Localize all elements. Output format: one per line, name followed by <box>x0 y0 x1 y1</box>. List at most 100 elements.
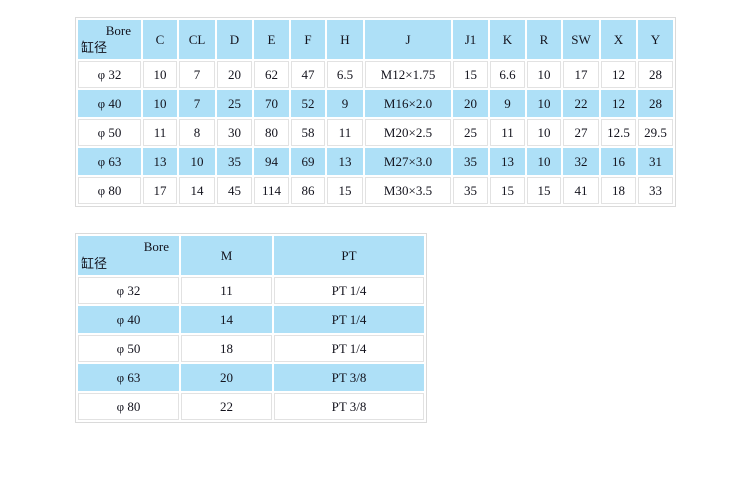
table-row: φ 50 18 PT 1/4 <box>78 335 424 362</box>
table-cell: 32 <box>563 148 599 175</box>
table-cell: 41 <box>563 177 599 204</box>
bore-size-cell: φ 50 <box>78 119 141 146</box>
table-cell: 18 <box>181 335 272 362</box>
table-cell: 13 <box>327 148 363 175</box>
table-cell: 29.5 <box>638 119 673 146</box>
bore-port-table: Bore 缸径 M PT φ 32 11 PT 1/4 φ 40 14 PT 1/4 φ 50 18… <box>75 233 427 423</box>
table-cell: PT 1/4 <box>274 335 424 362</box>
table-row: φ 50 11 8 30 80 58 11 M20×2.5 25 11 10 27 12.5 29.5 <box>78 119 673 146</box>
table-cell: 13 <box>143 148 177 175</box>
column-header: J1 <box>453 20 488 59</box>
table-cell: 20 <box>453 90 488 117</box>
table-cell: M16×2.0 <box>365 90 451 117</box>
column-header: H <box>327 20 363 59</box>
table-cell: 7 <box>179 61 215 88</box>
table-cell: 22 <box>563 90 599 117</box>
bore-size-cell: φ 32 <box>78 61 141 88</box>
table-cell: 15 <box>327 177 363 204</box>
bore-size-cell: φ 40 <box>78 306 179 333</box>
table-cell: 35 <box>453 148 488 175</box>
table-cell: M20×2.5 <box>365 119 451 146</box>
table-cell: 10 <box>527 119 561 146</box>
bore-size-cell: φ 40 <box>78 90 141 117</box>
bore-size-cell: φ 80 <box>78 393 179 420</box>
table-cell: 11 <box>181 277 272 304</box>
table-cell: 35 <box>217 148 252 175</box>
column-header: M <box>181 236 272 275</box>
table-cell: 15 <box>527 177 561 204</box>
table-cell: 12.5 <box>601 119 636 146</box>
table-cell: 12 <box>601 61 636 88</box>
table-cell: M30×3.5 <box>365 177 451 204</box>
table-cell: 7 <box>179 90 215 117</box>
table-cell: 62 <box>254 61 289 88</box>
table-cell: 25 <box>217 90 252 117</box>
corner-header-bore: Bore 缸径 <box>78 236 179 275</box>
table-cell: 28 <box>638 61 673 88</box>
table-row: φ 80 17 14 45 114 86 15 M30×3.5 35 15 15 41 18 33 <box>78 177 673 204</box>
table-cell: 17 <box>563 61 599 88</box>
table-cell: 30 <box>217 119 252 146</box>
column-header: CL <box>179 20 215 59</box>
table-cell: 25 <box>453 119 488 146</box>
table-cell: 16 <box>601 148 636 175</box>
table-cell: 11 <box>490 119 525 146</box>
table-cell: 114 <box>254 177 289 204</box>
dimensions-table-header: Bore 缸径 C CL D E F H J J1 K R SW X Y <box>78 20 673 59</box>
table-cell: 35 <box>453 177 488 204</box>
column-header: X <box>601 20 636 59</box>
dimensions-table-body: φ 32 10 7 20 62 47 6.5 M12×1.75 15 6.6 10 17 12 28 φ 4… <box>78 61 673 204</box>
table-row: φ 80 22 PT 3/8 <box>78 393 424 420</box>
table-cell: 33 <box>638 177 673 204</box>
table-cell: 10 <box>143 61 177 88</box>
ports-table-header: Bore 缸径 M PT <box>78 236 424 275</box>
table-cell: PT 1/4 <box>274 306 424 333</box>
corner-label-cn: 缸径 <box>81 256 108 272</box>
table-cell: 14 <box>181 306 272 333</box>
column-header: C <box>143 20 177 59</box>
table-cell: 18 <box>601 177 636 204</box>
column-header: F <box>291 20 325 59</box>
bore-dimensions-table: Bore 缸径 C CL D E F H J J1 K R SW X Y φ 32 10 7 20 62 47 6.5 M… <box>75 17 676 207</box>
bore-size-cell: φ 63 <box>78 364 179 391</box>
table-cell: 47 <box>291 61 325 88</box>
table-cell: 20 <box>217 61 252 88</box>
table-row: φ 63 20 PT 3/8 <box>78 364 424 391</box>
bore-size-cell: φ 80 <box>78 177 141 204</box>
table-cell: 20 <box>181 364 272 391</box>
table-cell: 80 <box>254 119 289 146</box>
table-cell: 15 <box>490 177 525 204</box>
column-header: E <box>254 20 289 59</box>
table-cell: PT 1/4 <box>274 277 424 304</box>
table-row: φ 40 14 PT 1/4 <box>78 306 424 333</box>
column-header: Y <box>638 20 673 59</box>
table-cell: 52 <box>291 90 325 117</box>
bore-size-cell: φ 63 <box>78 148 141 175</box>
table-cell: 10 <box>527 90 561 117</box>
column-header: PT <box>274 236 424 275</box>
table-cell: 45 <box>217 177 252 204</box>
corner-label-cn: 缸径 <box>81 40 108 56</box>
column-header: SW <box>563 20 599 59</box>
table-row: φ 32 11 PT 1/4 <box>78 277 424 304</box>
table-cell: PT 3/8 <box>274 364 424 391</box>
bore-size-cell: φ 50 <box>78 335 179 362</box>
table-cell: 10 <box>527 148 561 175</box>
table-cell: 8 <box>179 119 215 146</box>
table-cell: 10 <box>143 90 177 117</box>
table-cell: 6.6 <box>490 61 525 88</box>
table-cell: 58 <box>291 119 325 146</box>
table-cell: M12×1.75 <box>365 61 451 88</box>
corner-label-en: Bore <box>143 239 169 254</box>
ports-table-body: φ 32 11 PT 1/4 φ 40 14 PT 1/4 φ 50 18 PT 1/4 φ 63… <box>78 277 424 420</box>
corner-label-en: Bore <box>105 23 131 38</box>
table-cell: 28 <box>638 90 673 117</box>
column-header: K <box>490 20 525 59</box>
table-cell: 15 <box>453 61 488 88</box>
table-row: φ 32 10 7 20 62 47 6.5 M12×1.75 15 6.6 10 17 12 28 <box>78 61 673 88</box>
column-header: D <box>217 20 252 59</box>
table-cell: PT 3/8 <box>274 393 424 420</box>
table-cell: M27×3.0 <box>365 148 451 175</box>
table-cell: 10 <box>527 61 561 88</box>
